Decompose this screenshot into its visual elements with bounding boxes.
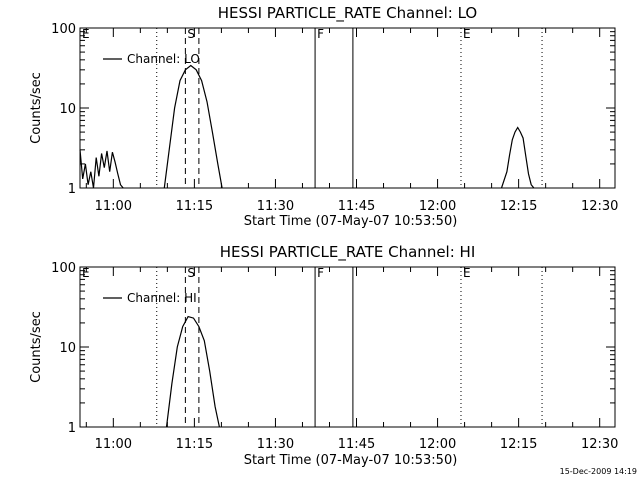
- x-axis-label: Start Time (07-May-07 10:53:50): [244, 453, 458, 468]
- marker-label: S: [187, 266, 195, 280]
- y-axis-label: Counts/sec: [29, 72, 44, 144]
- chart-title: HESSI PARTICLE_RATE Channel: HI: [220, 243, 476, 262]
- x-tick-label: 12:30: [581, 437, 618, 452]
- chart-title: HESSI PARTICLE_RATE Channel: LO: [218, 4, 477, 23]
- series-line-segment: [500, 126, 535, 189]
- series-line-segment: [163, 64, 223, 189]
- y-axis-label: Counts/sec: [29, 311, 44, 383]
- x-tick-label: 12:15: [500, 437, 537, 452]
- marker-label: F: [317, 266, 324, 280]
- x-axis-label: Start Time (07-May-07 10:53:50): [244, 214, 458, 229]
- x-tick-label: 12:00: [419, 437, 456, 452]
- y-tick-label: 10: [59, 102, 76, 117]
- legend-label: Channel: HI: [127, 291, 197, 305]
- series-line-segment: [79, 149, 124, 189]
- x-tick-label: 11:15: [176, 199, 213, 214]
- x-tick-label: 11:15: [176, 437, 213, 452]
- x-tick-label: 12:30: [581, 199, 618, 214]
- x-tick-label: 11:45: [338, 199, 375, 214]
- marker-label: E: [463, 27, 471, 41]
- x-tick-label: 11:30: [257, 437, 294, 452]
- series-line-segment: [165, 315, 220, 428]
- legend-label: Channel: LO: [127, 52, 200, 66]
- y-tick-label: 100: [51, 22, 76, 37]
- marker-label: E: [463, 266, 471, 280]
- y-tick-label: 1: [68, 182, 76, 197]
- x-tick-label: 11:00: [95, 437, 132, 452]
- footer-timestamp: 15-Dec-2009 14:19: [560, 467, 637, 476]
- y-tick-label: 10: [59, 341, 76, 356]
- x-tick-label: 12:15: [500, 199, 537, 214]
- x-tick-label: 11:00: [95, 199, 132, 214]
- marker-label: F: [317, 27, 324, 41]
- x-tick-label: 12:00: [419, 199, 456, 214]
- y-tick-label: 1: [68, 421, 76, 436]
- x-tick-label: 11:45: [338, 437, 375, 452]
- y-tick-label: 100: [51, 261, 76, 276]
- marker-label: S: [187, 27, 195, 41]
- x-tick-label: 11:30: [257, 199, 294, 214]
- marker-label: E: [82, 27, 90, 41]
- marker-label: E: [82, 266, 90, 280]
